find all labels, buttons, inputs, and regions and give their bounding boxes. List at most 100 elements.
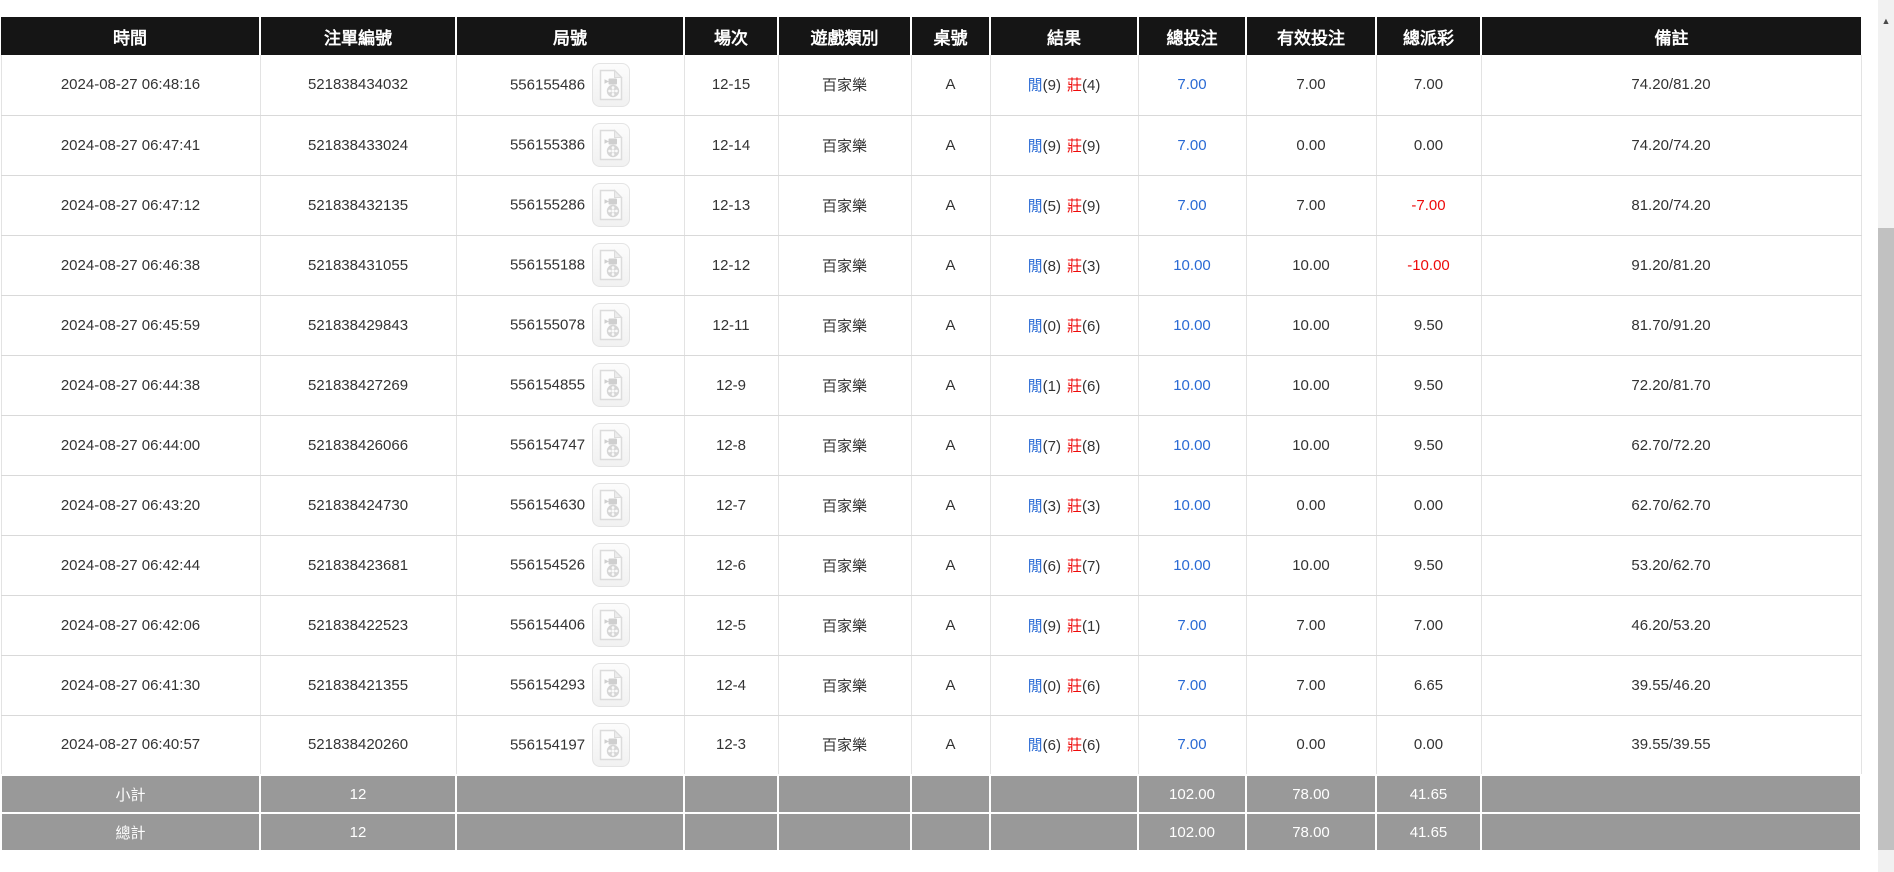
cell-bet-id: 521838431055 (260, 235, 457, 296)
cell-table-no: A (911, 535, 991, 596)
total-bet-link[interactable]: 10.00 (1173, 556, 1211, 574)
video-file-icon (599, 249, 623, 281)
player-result-points: (1) (1042, 377, 1061, 395)
round-number: 556154630 (509, 496, 586, 514)
video-replay-button[interactable] (592, 303, 631, 347)
cell-table-no: A (911, 715, 991, 776)
total-bet-link[interactable]: 7.00 (1177, 676, 1207, 694)
bet-history-table: 時間 注單編號 局號 場次 遊戲類別 桌號 結果 總投注 有效投注 總派彩 備註 2024-08-2… (0, 17, 1862, 852)
total-bet-link[interactable]: 7.00 (1177, 616, 1207, 634)
player-result-points: (9) (1042, 137, 1061, 155)
cell-total-bet: 7.00 (1138, 115, 1247, 176)
summary-label-cell: 小計 (0, 774, 261, 814)
cell-bet-id: 521838422523 (260, 595, 457, 656)
video-replay-button[interactable] (592, 423, 631, 467)
banker-result-label: 莊 (1067, 437, 1083, 455)
video-replay-button[interactable] (592, 243, 631, 287)
valid-bet-value: 10.00 (1292, 316, 1330, 334)
total-bet-link[interactable]: 7.00 (1177, 76, 1207, 94)
table-no-value: A (945, 556, 956, 574)
game-type-value: 百家樂 (821, 137, 867, 155)
total-bet-link[interactable]: 10.00 (1173, 436, 1211, 454)
total-bet-link[interactable]: 10.00 (1173, 256, 1211, 274)
cell-valid-bet: 0.00 (1246, 115, 1377, 176)
remark-value: 81.70/91.20 (1631, 316, 1711, 334)
cell-game-type: 百家樂 (778, 55, 912, 116)
cell-session: 12-4 (684, 655, 779, 716)
game-type-value: 百家樂 (821, 737, 867, 755)
video-replay-button[interactable] (592, 62, 631, 107)
game-type-value: 百家樂 (821, 77, 867, 95)
cell-valid-bet: 10.00 (1246, 535, 1377, 596)
total-bet-link[interactable]: 7.00 (1177, 736, 1207, 754)
table-no-value: A (945, 196, 956, 214)
cell-time: 2024-08-27 06:44:38 (0, 355, 261, 416)
payout-value: 0.00 (1413, 136, 1444, 154)
cell-valid-bet: 10.00 (1246, 235, 1377, 296)
cell-bet-id: 521838433024 (260, 115, 457, 176)
video-replay-button[interactable] (592, 663, 631, 707)
vertical-scrollbar[interactable]: ▲ (1878, 0, 1894, 872)
video-replay-button[interactable] (592, 722, 631, 767)
video-replay-button[interactable] (592, 363, 631, 407)
game-type-value: 百家樂 (821, 317, 867, 335)
summary-valid-bet-cell: 78.00 (1245, 774, 1377, 814)
summary-label: 小計 (115, 786, 146, 804)
banker-result-label: 莊 (1067, 137, 1083, 155)
video-replay-button[interactable] (592, 183, 631, 227)
total-bet-link[interactable]: 10.00 (1173, 376, 1211, 394)
video-replay-button[interactable] (592, 543, 631, 587)
video-replay-button[interactable] (592, 603, 631, 647)
summary-payout: 41.65 (1409, 785, 1448, 803)
summary-payout: 41.65 (1409, 823, 1448, 841)
round-number: 556154406 (509, 616, 586, 634)
cell-payout: 7.00 (1376, 595, 1482, 656)
cell-table-no: A (911, 355, 991, 416)
table-row: 2024-08-27 06:42:44 521838423681 5561545… (0, 535, 1862, 596)
summary-empty-cell (777, 812, 912, 852)
banker-result-label: 莊 (1067, 377, 1083, 395)
video-replay-button[interactable] (592, 483, 631, 527)
total-bet-link[interactable]: 7.00 (1177, 136, 1207, 154)
scrollbar-thumb[interactable] (1878, 228, 1894, 850)
cell-time: 2024-08-27 06:40:57 (0, 715, 261, 776)
video-file-icon (599, 609, 623, 641)
time-value: 2024-08-27 06:46:38 (60, 256, 201, 274)
banker-result-points: (3) (1082, 257, 1101, 275)
cell-remark: 91.20/81.20 (1481, 235, 1862, 296)
col-header-round: 局號 (455, 17, 684, 55)
player-result-points: (3) (1042, 497, 1061, 515)
banker-result-points: (9) (1082, 197, 1101, 215)
cell-table-no: A (911, 175, 991, 236)
table-row: 2024-08-27 06:43:20 521838424730 5561546… (0, 475, 1862, 536)
cell-result: 閒(5) 莊(9) (990, 175, 1139, 236)
summary-row: 小計 12 102.00 78.00 41.65 (0, 774, 1862, 814)
video-replay-button[interactable] (592, 123, 631, 167)
cell-session: 12-8 (684, 415, 779, 476)
col-header-result: 結果 (989, 17, 1138, 55)
cell-session: 12-3 (684, 715, 779, 776)
banker-result-label: 莊 (1067, 557, 1083, 575)
player-result-label: 閒 (1027, 437, 1043, 455)
cell-total-bet: 10.00 (1138, 295, 1247, 356)
col-header-game-type: 遊戲類別 (777, 17, 911, 55)
cell-valid-bet: 7.00 (1246, 175, 1377, 236)
summary-empty-cell (910, 774, 991, 814)
summary-valid-bet: 78.00 (1292, 823, 1330, 841)
cell-result: 閒(1) 莊(6) (990, 355, 1139, 416)
cell-result: 閒(9) 莊(1) (990, 595, 1139, 656)
total-bet-link[interactable]: 7.00 (1177, 196, 1207, 214)
banker-result-label: 莊 (1067, 317, 1083, 335)
cell-time: 2024-08-27 06:43:20 (0, 475, 261, 536)
video-file-icon (599, 729, 623, 760)
table-no-value: A (945, 436, 956, 454)
col-header-remark: 備註 (1480, 17, 1861, 55)
scroll-up-button[interactable]: ▲ (1881, 16, 1891, 26)
summary-payout-cell: 41.65 (1375, 812, 1482, 852)
total-bet-link[interactable]: 10.00 (1173, 316, 1211, 334)
time-value: 2024-08-27 06:47:12 (60, 196, 201, 214)
round-number: 556154855 (509, 376, 586, 394)
total-bet-link[interactable]: 10.00 (1173, 496, 1211, 514)
cell-session: 12-6 (684, 535, 779, 596)
banker-result-label: 莊 (1067, 677, 1083, 695)
